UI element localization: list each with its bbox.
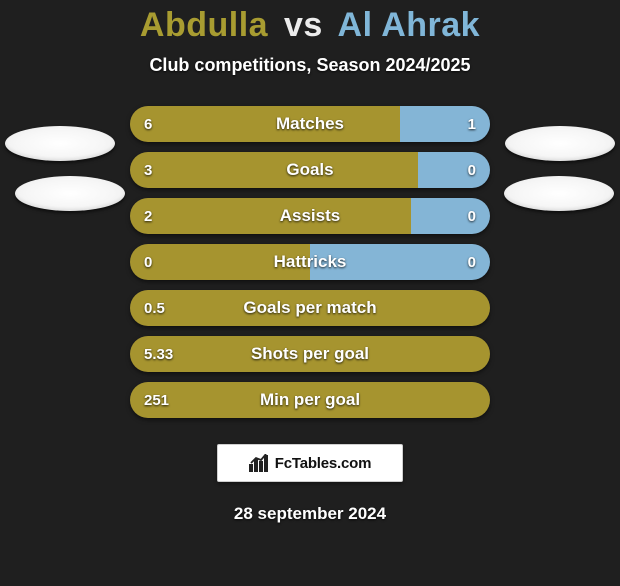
stat-row: Hattricks00 bbox=[130, 244, 490, 280]
stat-bar-right bbox=[418, 152, 490, 188]
stat-bar-right bbox=[400, 106, 490, 142]
stat-row: Goals per match0.5 bbox=[130, 290, 490, 326]
stat-bar-left bbox=[130, 290, 490, 326]
player-photo-placeholder bbox=[504, 176, 614, 211]
stat-row: Matches61 bbox=[130, 106, 490, 142]
player2-name: Al Ahrak bbox=[338, 6, 481, 44]
stat-bar-left bbox=[130, 152, 418, 188]
stat-bar-left bbox=[130, 244, 310, 280]
stat-row: Assists20 bbox=[130, 198, 490, 234]
comparison-date: 28 september 2024 bbox=[0, 504, 620, 524]
source-badge-text: FcTables.com bbox=[275, 455, 372, 472]
stat-row: Shots per goal5.33 bbox=[130, 336, 490, 372]
player-photo-placeholder bbox=[5, 126, 115, 161]
player-photo-placeholder bbox=[15, 176, 125, 211]
subtitle: Club competitions, Season 2024/2025 bbox=[0, 55, 620, 76]
bar-chart-icon bbox=[249, 454, 269, 472]
vs-separator: vs bbox=[284, 6, 323, 44]
stat-bar-left bbox=[130, 336, 490, 372]
stat-bar-right bbox=[411, 198, 490, 234]
stat-bar-left bbox=[130, 382, 490, 418]
stat-bar-right bbox=[310, 244, 490, 280]
stat-bar-left bbox=[130, 198, 411, 234]
stat-row: Goals30 bbox=[130, 152, 490, 188]
stats-bars: Matches61 Goals30 Assists20 Hattricks00 Goal… bbox=[130, 106, 490, 418]
stat-row: Min per goal251 bbox=[130, 382, 490, 418]
comparison-title: Abdulla vs Al Ahrak bbox=[0, 6, 620, 45]
player-photo-placeholder bbox=[505, 126, 615, 161]
player1-name: Abdulla bbox=[140, 6, 268, 44]
source-badge: FcTables.com bbox=[217, 444, 403, 482]
stat-bar-left bbox=[130, 106, 400, 142]
